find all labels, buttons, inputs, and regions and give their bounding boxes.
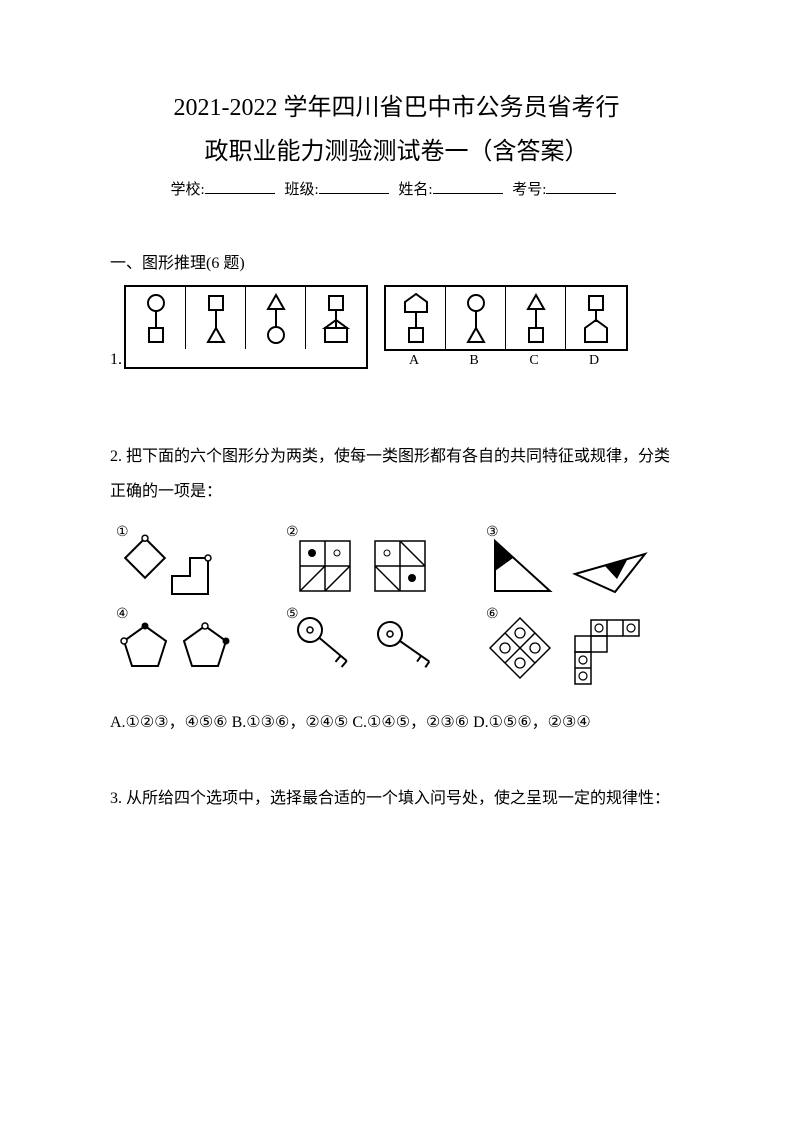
examno-blank	[546, 193, 616, 194]
school-label: 学校:	[171, 178, 205, 199]
q1-container: 1.	[110, 285, 683, 369]
q2-item-5: ⑤	[280, 608, 480, 688]
q1-number: 1.	[110, 351, 122, 369]
q2-label-6: ⑥	[486, 606, 499, 623]
q2-item-3: ③	[480, 526, 680, 606]
q1-figure: A B C D	[124, 285, 628, 369]
q1-cell-3	[246, 287, 306, 349]
q2-figure: ① ②	[110, 525, 683, 689]
q2-label-3: ③	[486, 524, 499, 541]
q1-cell-2	[186, 287, 246, 349]
q1-cell-A	[386, 287, 446, 349]
section-title: 一、图形推理(6 题)	[110, 249, 683, 273]
q2-label-4: ④	[116, 606, 129, 623]
name-blank	[433, 193, 503, 194]
q1-cell-4	[306, 287, 366, 349]
q1-cell-C	[506, 287, 566, 349]
exam-title-line2: 政职业能力测验测试卷一（含答案）	[110, 134, 683, 170]
examno-label: 考号:	[512, 178, 546, 199]
q2-item-1: ①	[110, 526, 280, 606]
q2-label-2: ②	[286, 524, 299, 541]
q1-right-panel	[384, 285, 628, 351]
school-blank	[205, 193, 275, 194]
q1-cell-1	[126, 287, 186, 349]
student-info-row: 学校: 班级: 姓名: 考号:	[110, 178, 683, 199]
q1-cell-D	[566, 287, 626, 349]
q2-item-4: ④	[110, 608, 280, 688]
q2-text: 2. 把下面的六个图形分为两类，使每一类图形都有各自的共同特征或规律，分类正确的…	[110, 439, 683, 509]
q1-option-labels: A B C D	[384, 353, 628, 369]
q2-label-5: ⑤	[286, 606, 299, 623]
exam-title-line1: 2021-2022 学年四川省巴中市公务员省考行	[110, 90, 683, 126]
q3-text: 3. 从所给四个选项中，选择最合适的一个填入问号处，使之呈现一定的规律性：	[110, 781, 683, 816]
q2-options: A.①②③，④⑤⑥ B.①③⑥，②④⑤ C.①④⑤，②③⑥ D.①⑤⑥，②③④	[110, 705, 683, 740]
q2-item-2: ②	[280, 526, 480, 606]
opt-B: B	[444, 353, 504, 369]
name-label: 姓名:	[398, 178, 432, 199]
q1-cell-B	[446, 287, 506, 349]
q1-left-panel	[124, 285, 368, 369]
class-blank	[319, 193, 389, 194]
opt-A: A	[384, 353, 444, 369]
opt-C: C	[504, 353, 564, 369]
class-label: 班级:	[284, 178, 318, 199]
opt-D: D	[564, 353, 624, 369]
q2-item-6: ⑥	[480, 608, 680, 688]
q2-label-1: ①	[116, 524, 129, 541]
